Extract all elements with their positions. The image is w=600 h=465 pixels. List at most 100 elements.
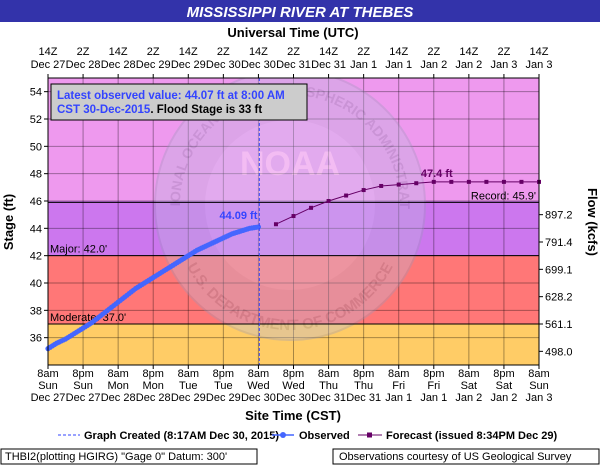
legend-forecast: Forecast (issued 8:34PM Dec 29)	[386, 430, 558, 442]
top-tick-hour: 14Z	[109, 46, 128, 58]
bottom-tick-day: Wed	[247, 380, 269, 392]
info-box-frame	[50, 83, 308, 121]
left-tick-label: 36	[30, 333, 42, 345]
forecast-point	[449, 179, 454, 184]
bottom-tick-date: Jan 1	[385, 392, 412, 404]
bottom-tick-time: 8am	[458, 368, 479, 380]
bottom-tick-date: Jan 1	[420, 392, 447, 404]
watermark-center: NOAA	[240, 145, 340, 183]
bottom-tick-time: 8pm	[213, 368, 234, 380]
bottom-tick-date: Dec 29	[171, 392, 206, 404]
bottom-tick-day: Sun	[73, 380, 93, 392]
top-tick-hour: 2Z	[77, 46, 90, 58]
left-tick-label: 50	[30, 141, 42, 153]
left-tick-label: 48	[30, 169, 42, 181]
bottom-tick-day: Mon	[143, 380, 164, 392]
bottom-tick-day: Fri	[392, 380, 405, 392]
footer-right-box	[332, 448, 600, 465]
forecast-point	[309, 205, 314, 210]
bottom-tick-time: 8pm	[143, 368, 164, 380]
right-tick-label: 699.1	[545, 264, 573, 276]
forecast-point	[466, 179, 471, 184]
right-tick-label: 561.1	[545, 319, 573, 331]
bottom-tick-date: Dec 27	[66, 392, 101, 404]
legend-graph-created: Graph Created (8:17AM Dec 30, 2015)	[84, 430, 279, 442]
bottom-tick-date: Jan 2	[455, 392, 482, 404]
bottom-tick-time: 8am	[37, 368, 58, 380]
bottom-tick-day: Wed	[282, 380, 304, 392]
bottom-tick-day: Sun	[38, 380, 58, 392]
forecast-point	[291, 214, 296, 219]
top-tick-date: Jan 2	[455, 59, 482, 71]
bottom-tick-date: Dec 28	[101, 392, 136, 404]
info-box-flood-stage: . Flood Stage is 33 ft	[150, 104, 262, 116]
left-tick-label: 42	[30, 251, 42, 263]
latest-observation-box: Latest observed value: 44.07 ft at 8:00 …	[50, 83, 308, 121]
bottom-tick-day: Sat	[461, 380, 478, 392]
left-tick-label: 54	[30, 87, 42, 99]
legend: Graph Created (8:17AM Dec 30, 2015) Obse…	[58, 430, 558, 442]
top-tick-date: Dec 27	[31, 59, 66, 71]
bottom-tick-date: Dec 31	[346, 392, 381, 404]
flood-thresholds: Moderate: 37.0' Major: 42.0' Record: 45.9'	[48, 190, 539, 325]
bottom-axis-label: Site Time (CST)	[245, 408, 341, 423]
top-tick-hour: 14Z	[249, 46, 268, 58]
bottom-tick-time: 8pm	[72, 368, 93, 380]
top-tick-date: Dec 28	[101, 59, 136, 71]
top-tick-hour: 14Z	[39, 46, 58, 58]
top-tick-hour: 2Z	[357, 46, 370, 58]
top-tick-hour: 14Z	[530, 46, 549, 58]
forecast-peak-label: 47.4 ft	[421, 168, 453, 180]
top-tick-hour: 14Z	[389, 46, 408, 58]
info-box-line1: Latest observed value: 44.07 ft at 8:00 …	[57, 90, 285, 102]
top-tick-date: Jan 1	[385, 59, 412, 71]
forecast-point	[484, 179, 489, 184]
stage-band-0	[48, 324, 539, 365]
top-tick-date: Dec 31	[311, 59, 346, 71]
forecast-point	[344, 193, 349, 198]
top-tick-hour: 2Z	[498, 46, 511, 58]
bottom-tick-date: Dec 30	[276, 392, 311, 404]
left-tick-label: 40	[30, 278, 42, 290]
legend-observed: Observed	[299, 430, 350, 442]
forecast-line	[275, 181, 539, 225]
forecast-point	[519, 179, 524, 184]
forecast-point	[361, 188, 366, 193]
bottom-tick-day: Fri	[427, 380, 440, 392]
bottom-tick-day: Sun	[529, 380, 549, 392]
left-tick-label: 44	[30, 223, 42, 235]
top-tick-date: Dec 31	[276, 59, 311, 71]
info-box-date: CST 30-Dec-2015	[57, 104, 151, 116]
forecast-point	[501, 179, 506, 184]
top-tick-date: Jan 2	[420, 59, 447, 71]
bottom-tick-time: 8pm	[353, 368, 374, 380]
threshold-label: Record: 45.9'	[471, 190, 536, 202]
footer-datum: THBI2(plotting HGIRG) "Gage 0" Datum: 30…	[5, 451, 227, 463]
right-tick-label: 628.2	[545, 292, 573, 304]
forecast-point	[326, 199, 331, 203]
top-tick-date: Dec 30	[206, 59, 241, 71]
bottom-tick-time: 8am	[528, 368, 549, 380]
bottom-tick-day: Thu	[354, 380, 373, 392]
bottom-tick-time: 8am	[178, 368, 199, 380]
bottom-tick-time: 8pm	[423, 368, 444, 380]
forecast-point	[396, 182, 401, 187]
right-axis-label: Flow (kcfs)	[585, 188, 600, 256]
right-tick-label: 498.0	[545, 346, 573, 358]
bottom-tick-day: Tue	[214, 380, 233, 392]
top-tick-date: Jan 1	[350, 59, 377, 71]
bottom-tick-date: Jan 2	[490, 392, 517, 404]
left-tick-label: 46	[30, 196, 42, 208]
top-tick-hour: 2Z	[287, 46, 300, 58]
watermark-inner	[205, 120, 375, 290]
bottom-tick-day: Mon	[107, 380, 128, 392]
footer-left-box	[0, 448, 258, 465]
observed-point	[255, 224, 262, 230]
left-tick-label: 38	[30, 305, 42, 317]
legend-observed-marker	[280, 432, 286, 438]
forecast-point	[431, 179, 436, 184]
threshold-label: Moderate: 37.0'	[50, 312, 126, 324]
top-tick-hour: 14Z	[459, 46, 478, 58]
chart-title: MISSISSIPPI RIVER AT THEBES	[187, 4, 414, 21]
